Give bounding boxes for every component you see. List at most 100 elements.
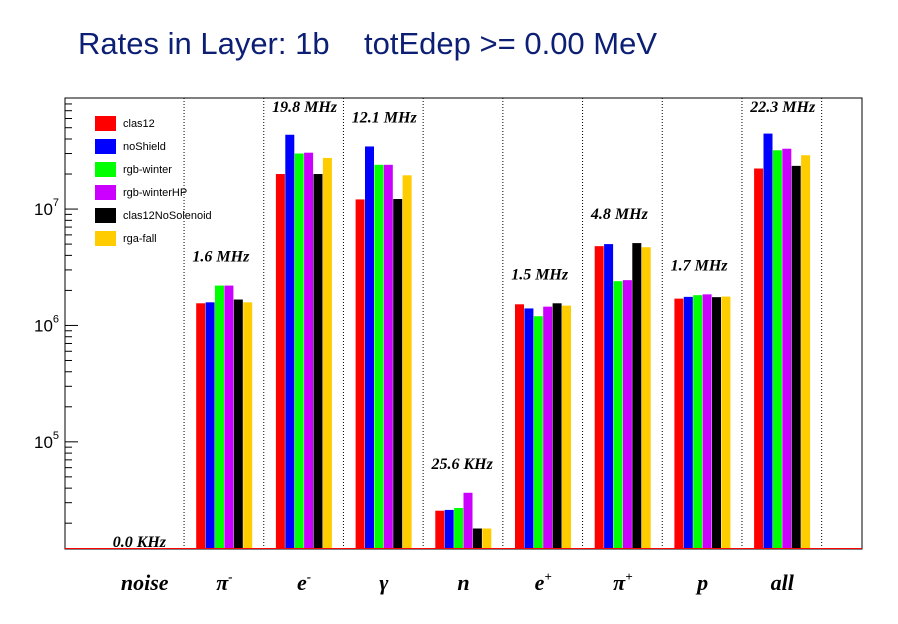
- bar-e-minus-clas12: [275, 174, 285, 550]
- legend-label-clas12: clas12: [123, 118, 155, 130]
- bar-p-clas12NoSolenoid: [712, 297, 721, 549]
- bar-all-rgb-winter: [772, 150, 782, 549]
- category-label-n: n: [457, 570, 469, 595]
- legend-swatch-clas12NoSolenoid: [95, 208, 116, 223]
- bar-all-noShield: [763, 133, 773, 549]
- bar-e-plus-clas12: [515, 304, 524, 549]
- bar-e-plus-noShield: [524, 308, 534, 549]
- y-tick-base: 10: [34, 316, 53, 335]
- bar-pi-plus-clas12: [594, 246, 604, 550]
- category-label-sup: -: [307, 569, 311, 584]
- rate-label-pi-minus: 1.6 MHz: [192, 249, 250, 266]
- y-tick-exponent: 7: [53, 197, 59, 209]
- bar-gamma-clas12NoSolenoid: [393, 199, 403, 550]
- category-label-sup: +: [544, 569, 551, 584]
- bar-p-noShield: [683, 296, 693, 549]
- y-tick-base: 10: [34, 433, 53, 452]
- category-label-main: π: [613, 570, 626, 595]
- category-label-main: n: [457, 570, 469, 595]
- bar-e-minus-noShield: [285, 134, 295, 549]
- bar-e-minus-rgb-winterHP: [304, 152, 314, 549]
- bar-gamma-rgb-winterHP: [383, 164, 393, 549]
- bars: [65, 133, 862, 550]
- y-tick-label: 107: [34, 197, 59, 219]
- category-label-all: all: [771, 570, 795, 595]
- rate-label-p: 1.7 MHz: [671, 257, 729, 274]
- bar-e-minus-clas12NoSolenoid: [313, 174, 323, 550]
- legend-label-rgb-winterHP: rgb-winterHP: [123, 187, 187, 199]
- bar-pi-minus-clas12: [196, 303, 206, 549]
- bar-pi-plus-rga-fall: [641, 247, 651, 550]
- bar-p-rgb-winter: [693, 295, 703, 549]
- rate-label-pi-plus: 4.8 MHz: [590, 206, 649, 223]
- category-label-main: π: [216, 570, 229, 595]
- bar-pi-minus-rgb-winterHP: [224, 285, 234, 549]
- y-tick-exponent: 6: [53, 313, 59, 325]
- category-label-e-plus: e+: [535, 569, 552, 595]
- bar-pi-plus-rgb-winter: [613, 281, 623, 549]
- category-label-noise: noise: [121, 570, 169, 595]
- bar-n-rga-fall: [482, 528, 492, 549]
- bar-e-minus-rga-fall: [322, 157, 332, 549]
- category-label-main: e: [535, 570, 545, 595]
- category-label-pi-plus: π+: [613, 569, 632, 595]
- legend-swatch-noShield: [95, 139, 116, 154]
- rate-label-noise: 0.0 KHz: [113, 534, 167, 551]
- rate-label-e-minus: 19.8 MHz: [272, 99, 338, 116]
- bar-n-clas12NoSolenoid: [472, 528, 482, 549]
- bar-all-rgb-winterHP: [782, 148, 792, 549]
- bar-p-clas12: [674, 298, 684, 549]
- rate-label-n: 25.6 KHz: [431, 456, 494, 473]
- rate-label-gamma: 12.1 MHz: [352, 109, 418, 126]
- bar-pi-plus-noShield: [604, 244, 614, 549]
- bar-all-clas12NoSolenoid: [791, 165, 801, 549]
- category-label-main: all: [771, 570, 795, 595]
- bar-p-rga-fall: [721, 296, 731, 549]
- legend-label-clas12NoSolenoid: clas12NoSolenoid: [123, 210, 212, 222]
- bar-e-minus-rgb-winter: [294, 153, 304, 549]
- category-label-p: p: [695, 570, 708, 595]
- bar-n-rgb-winter: [454, 508, 464, 549]
- category-label-sup: -: [228, 569, 232, 584]
- category-label-main: p: [695, 570, 708, 595]
- legend-swatch-clas12: [95, 116, 116, 131]
- legend-swatch-rgb-winterHP: [95, 185, 116, 200]
- rate-labels: 0.0 KHz 1.6 MHz 19.8 MHz 12.1 MHz 25.6 KHz 1.…: [113, 99, 816, 551]
- category-label-main: e: [297, 570, 307, 595]
- bar-gamma-noShield: [365, 146, 374, 549]
- bar-pi-plus-clas12NoSolenoid: [632, 243, 642, 549]
- legend-swatch-rgb-winter: [95, 162, 116, 177]
- legend-label-rga-fall: rga-fall: [123, 233, 157, 245]
- bar-gamma-rgb-winter: [374, 164, 384, 549]
- rate-label-all: 22.3 MHz: [749, 99, 816, 116]
- bar-n-rgb-winterHP: [463, 492, 473, 549]
- bar-n-clas12: [435, 510, 445, 549]
- bar-pi-plus-rgb-winterHP: [622, 280, 632, 549]
- bar-e-plus-rga-fall: [562, 305, 571, 549]
- bar-pi-minus-noShield: [205, 302, 215, 549]
- bar-all-clas12: [754, 168, 764, 549]
- bar-e-plus-clas12NoSolenoid: [552, 303, 562, 549]
- legend-label-noShield: noShield: [123, 141, 166, 153]
- chart-title: Rates in Layer: 1b totEdep >= 0.00 MeV: [78, 26, 657, 61]
- bar-all-rga-fall: [801, 155, 811, 549]
- bar-pi-minus-rgb-winter: [215, 285, 224, 549]
- category-label-main: noise: [121, 570, 169, 595]
- category-labels: noise π-e-γ n e+ π+ p all: [121, 569, 795, 595]
- bar-pi-minus-clas12NoSolenoid: [233, 299, 243, 549]
- y-tick-label: 106: [34, 313, 59, 335]
- bar-gamma-clas12: [355, 199, 365, 550]
- bar-gamma-rga-fall: [402, 175, 412, 549]
- legend-label-rgb-winter: rgb-winter: [123, 164, 172, 176]
- category-label-e-minus: e-: [297, 569, 311, 595]
- y-tick-base: 10: [34, 200, 53, 219]
- legend-swatch-rga-fall: [95, 231, 116, 246]
- bar-e-plus-rgb-winterHP: [543, 306, 553, 549]
- category-label-gamma: γ: [379, 570, 389, 595]
- bar-e-plus-rgb-winter: [533, 316, 543, 549]
- bar-pi-minus-rga-fall: [243, 302, 253, 549]
- y-tick-exponent: 5: [53, 430, 59, 442]
- bar-n-noShield: [444, 509, 454, 549]
